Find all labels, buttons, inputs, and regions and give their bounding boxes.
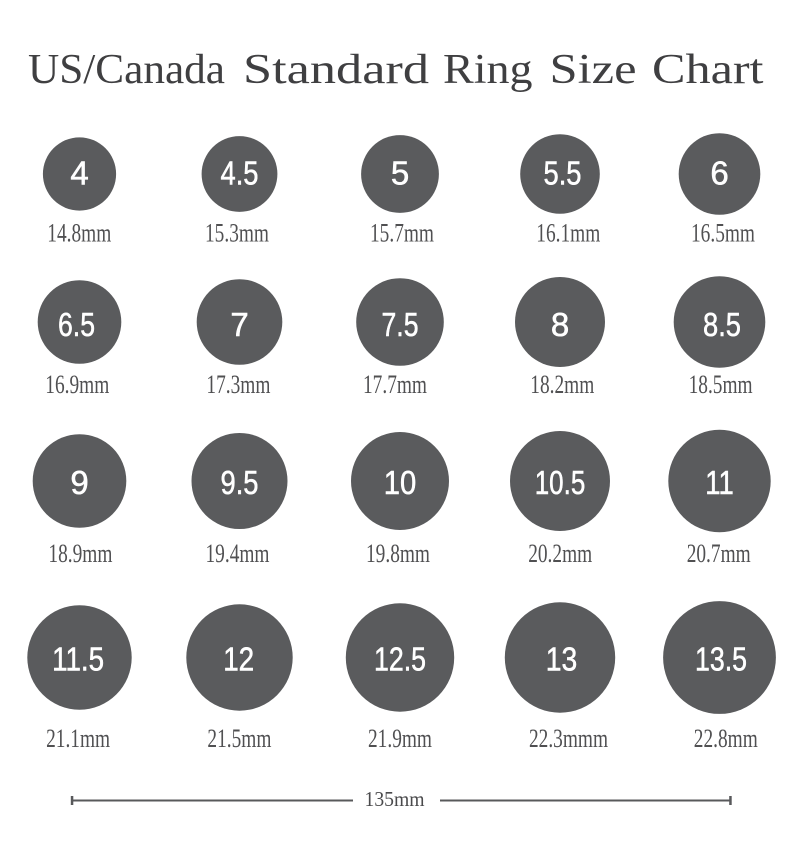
svg-text:16.9mm: 16.9mm [45,370,109,399]
svg-text:18.5mm: 18.5mm [689,370,753,399]
svg-text:5.5: 5.5 [544,155,582,192]
svg-text:15.3mm: 15.3mm [205,219,269,248]
svg-text:19.8mm: 19.8mm [366,539,430,568]
svg-text:8.5: 8.5 [703,306,741,343]
svg-text:9.5: 9.5 [221,464,259,501]
svg-text:13.5: 13.5 [695,640,747,677]
svg-text:Chart: Chart [652,47,764,93]
svg-text:12.5: 12.5 [374,640,426,677]
svg-text:11.5: 11.5 [52,640,104,677]
svg-text:13: 13 [546,640,578,677]
svg-text:US/Canada: US/Canada [28,47,225,93]
svg-text:12: 12 [223,640,254,677]
svg-text:4: 4 [70,155,88,192]
svg-text:14.8mm: 14.8mm [47,219,111,248]
svg-text:16.5mm: 16.5mm [691,219,755,248]
svg-text:Ring: Ring [443,47,533,93]
svg-text:17.7mm: 17.7mm [363,370,427,399]
svg-text:20.7mm: 20.7mm [687,539,751,568]
svg-text:7: 7 [230,306,248,343]
svg-text:21.9mm: 21.9mm [368,724,432,753]
svg-text:16.1mm: 16.1mm [536,219,600,248]
svg-text:9: 9 [70,464,88,501]
svg-text:6.5: 6.5 [58,306,95,343]
svg-text:21.5mm: 21.5mm [207,724,271,753]
svg-text:20.2mm: 20.2mm [528,539,592,568]
svg-text:21.1mm: 21.1mm [46,724,110,753]
svg-text:6: 6 [710,155,728,192]
svg-text:10: 10 [384,464,417,501]
svg-text:7.5: 7.5 [382,306,419,343]
svg-text:5: 5 [391,155,409,192]
svg-text:8: 8 [551,306,569,343]
svg-text:4.5: 4.5 [221,155,259,192]
svg-text:19.4mm: 19.4mm [206,539,270,568]
svg-text:135mm: 135mm [365,787,425,811]
svg-text:17.3mm: 17.3mm [206,370,270,399]
svg-text:Standard: Standard [243,47,429,93]
svg-text:18.2mm: 18.2mm [530,370,594,399]
svg-text:22.8mm: 22.8mm [694,724,758,753]
svg-text:18.9mm: 18.9mm [48,539,112,568]
svg-text:22.3mmm: 22.3mmm [529,724,608,753]
svg-text:10.5: 10.5 [535,464,586,501]
svg-text:15.7mm: 15.7mm [370,219,434,248]
svg-text:Size: Size [550,47,637,93]
svg-text:11: 11 [705,464,734,501]
